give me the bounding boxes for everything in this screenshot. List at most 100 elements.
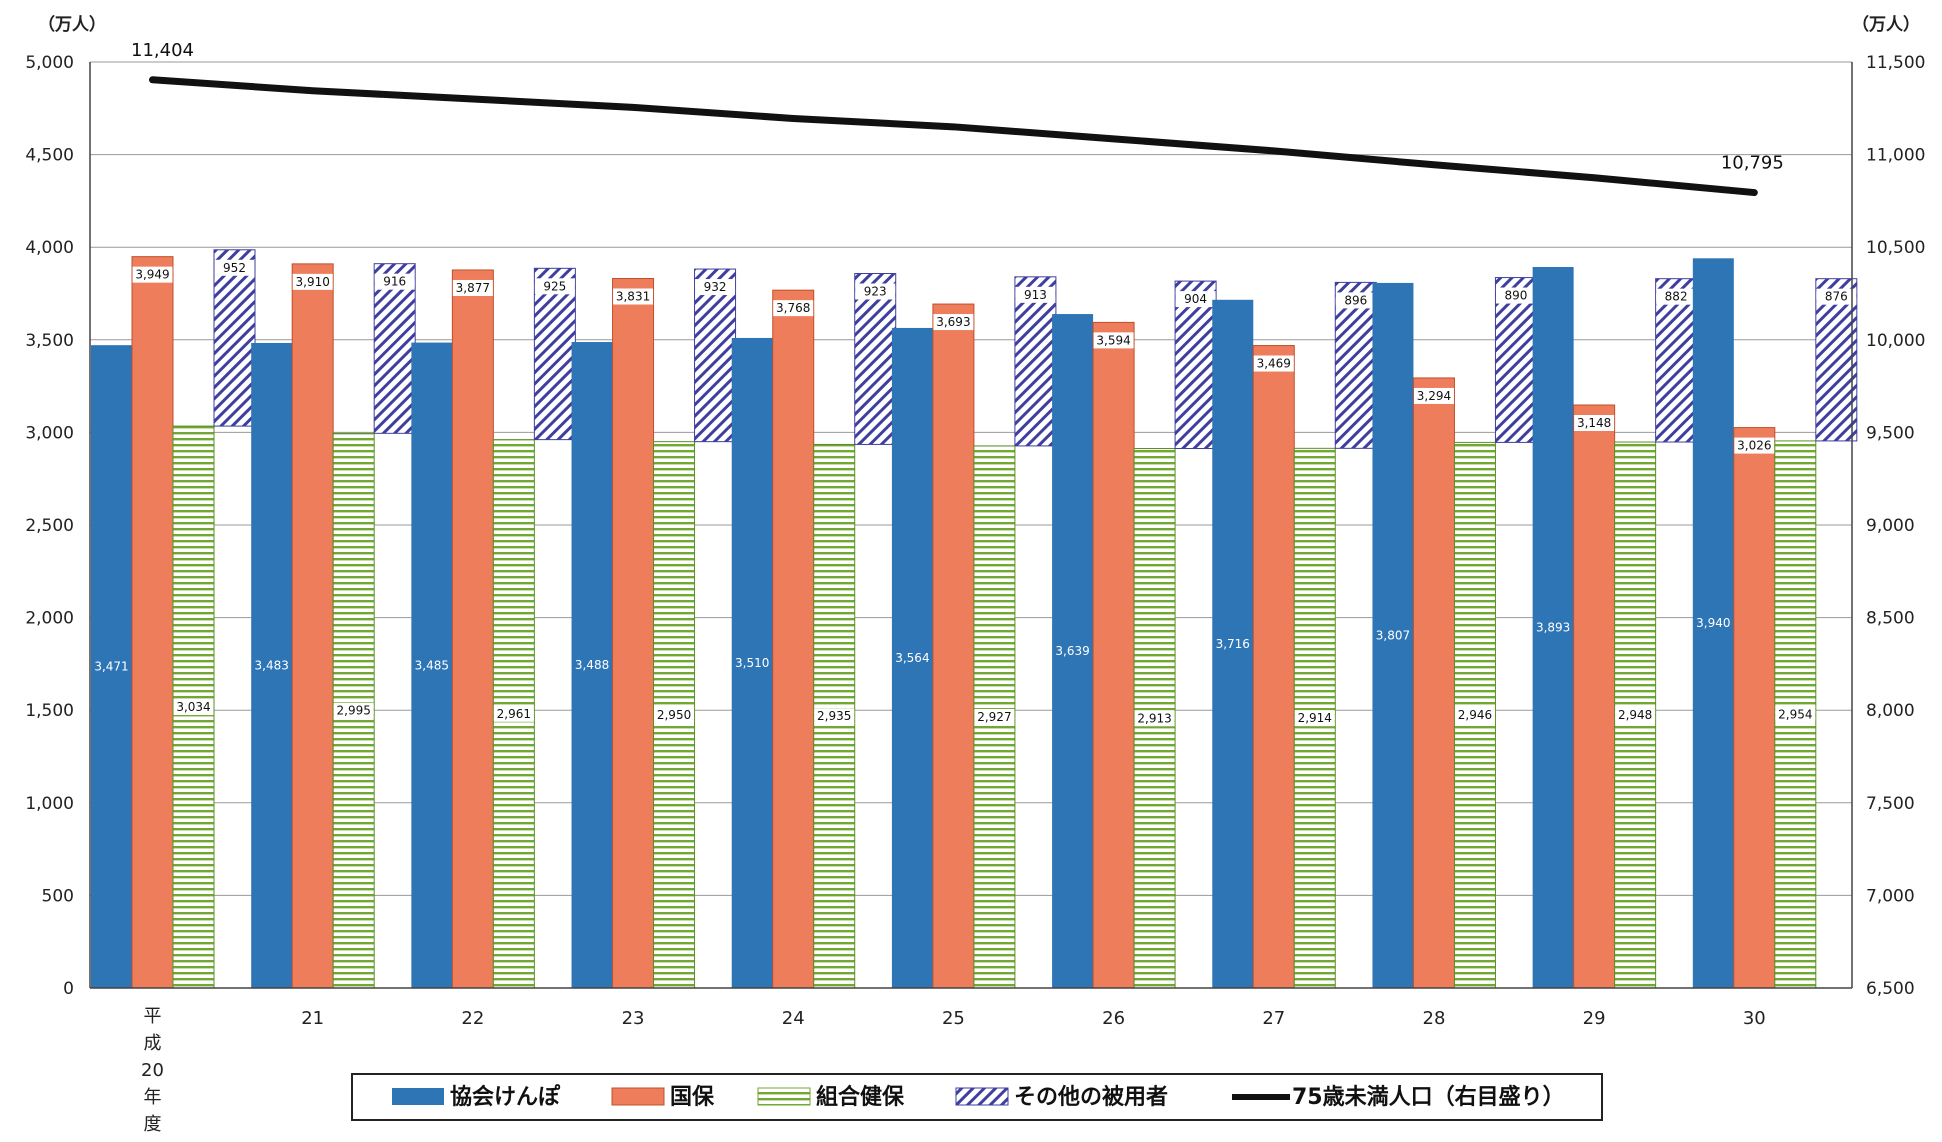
data-label: 3,768 xyxy=(776,301,810,315)
y2-tick-label: 9,000 xyxy=(1866,516,1915,536)
x-tick-label: 度 xyxy=(144,1114,162,1135)
data-label: 2,961 xyxy=(497,707,531,721)
y-tick-label: 5,000 xyxy=(25,53,74,73)
data-label: 3,639 xyxy=(1055,644,1089,658)
data-label: 3,831 xyxy=(616,289,650,303)
bar-kyokai xyxy=(571,342,613,988)
data-label: 3,893 xyxy=(1536,621,1570,635)
x-tick-label: 27 xyxy=(1262,1008,1285,1029)
data-label-bg xyxy=(214,259,255,276)
bar-kokuho xyxy=(451,269,494,989)
bar-kokuho xyxy=(1573,404,1616,989)
bar-other xyxy=(1494,277,1537,443)
y-tick-label: 500 xyxy=(42,886,74,906)
y-tick-label: 2,500 xyxy=(25,516,74,536)
data-label-bg xyxy=(1495,287,1536,304)
bar-kokuho xyxy=(612,277,655,989)
left-axis-unit: （万人） xyxy=(38,14,106,35)
data-label: 3,807 xyxy=(1376,628,1410,642)
bar-kyokai xyxy=(1212,299,1254,988)
data-label: 913 xyxy=(1024,288,1047,302)
bar-kyokai xyxy=(1692,258,1734,988)
data-label: 3,483 xyxy=(255,658,289,672)
data-label: 3,510 xyxy=(735,656,769,670)
data-label: 3,488 xyxy=(575,658,609,672)
bar-kyokai xyxy=(891,327,933,988)
population-line-path xyxy=(149,76,1758,197)
data-label-bg xyxy=(613,288,654,305)
bar-kokuho xyxy=(291,263,334,989)
bar-kokuho xyxy=(1733,427,1776,989)
data-label-bg xyxy=(933,314,974,331)
data-label-bg xyxy=(1134,710,1175,727)
bar-kyokai xyxy=(1052,314,1094,988)
y-tick-label: 1,500 xyxy=(25,701,74,721)
data-label: 2,948 xyxy=(1618,708,1652,722)
data-label: 3,716 xyxy=(1216,637,1250,651)
x-tick-label: 26 xyxy=(1102,1008,1125,1029)
data-label-bg xyxy=(814,708,855,725)
data-label-bg xyxy=(493,705,534,722)
data-label: 890 xyxy=(1505,289,1528,303)
data-label: 3,485 xyxy=(415,658,449,672)
data-label-bg xyxy=(1656,288,1697,305)
data-label-bg xyxy=(452,279,493,296)
data-label: 2,950 xyxy=(657,708,691,722)
axes: 0 500 1,000 1,500 2,000 2,500 3,000 3,500 4,000 4… xyxy=(25,53,1925,1135)
bars: 3,471 3,949 3,034 952 3,483 3,910 2,995 916 3,48… xyxy=(91,249,1858,989)
bar-kokuho xyxy=(772,289,815,989)
data-label: 3,877 xyxy=(456,281,490,295)
data-label-bg xyxy=(1574,414,1615,431)
data-label: 3,469 xyxy=(1257,357,1291,371)
population-line: 11,404 10,795 xyxy=(131,40,1784,197)
bar-other xyxy=(694,268,737,443)
data-label-bg xyxy=(534,278,575,295)
bar-other xyxy=(213,249,256,427)
data-label: 3,148 xyxy=(1577,416,1611,430)
data-label-bg xyxy=(1253,355,1294,372)
bar-other xyxy=(854,272,897,445)
data-label: 2,935 xyxy=(817,709,851,723)
data-label: 952 xyxy=(223,261,246,275)
y2-tick-label: 7,500 xyxy=(1866,794,1915,814)
y-tick-label: 3,000 xyxy=(25,423,74,443)
data-label: 2,927 xyxy=(977,710,1011,724)
y2-tick-label: 8,000 xyxy=(1866,701,1915,721)
x-tick-label: 20 xyxy=(141,1060,164,1081)
legend-label-kyokai: 協会けんぽ xyxy=(450,1084,561,1110)
data-label-bg xyxy=(654,706,695,723)
x-tick-label: 30 xyxy=(1743,1008,1766,1029)
legend-label-other: その他の被用者 xyxy=(1014,1085,1168,1110)
legend-label-kumiai: 組合健保 xyxy=(816,1084,905,1110)
bar-kokuho xyxy=(131,256,174,989)
data-label-bg xyxy=(1454,707,1495,724)
data-label-bg xyxy=(333,702,374,719)
data-label: 2,954 xyxy=(1778,707,1812,721)
x-tick-label: 23 xyxy=(622,1008,645,1029)
y-tick-label: 3,500 xyxy=(25,331,74,351)
data-label-bg xyxy=(1413,387,1454,404)
data-label: 2,995 xyxy=(337,704,371,718)
bar-other xyxy=(533,267,576,441)
bar-kyokai xyxy=(731,337,773,988)
data-label: 3,910 xyxy=(296,275,330,289)
x-tick-label: 年 xyxy=(144,1087,162,1108)
bar-other xyxy=(1174,280,1217,450)
y-tick-label: 4,500 xyxy=(25,146,74,166)
data-label-bg xyxy=(1615,707,1656,724)
data-label: 3,594 xyxy=(1096,333,1130,347)
data-label-bg xyxy=(132,266,173,283)
data-label: 3,471 xyxy=(94,660,128,674)
x-tick-label: 成 xyxy=(144,1033,162,1054)
data-label-bg xyxy=(173,699,214,716)
y2-tick-label: 10,500 xyxy=(1866,238,1925,258)
data-label: 3,034 xyxy=(176,700,210,714)
data-label: 882 xyxy=(1665,290,1688,304)
data-label-bg xyxy=(1816,288,1857,305)
x-tick-label: 平 xyxy=(144,1006,162,1027)
data-label: 876 xyxy=(1825,290,1848,304)
data-label-bg xyxy=(1294,710,1335,727)
data-label: 2,913 xyxy=(1137,711,1171,725)
x-tick-label: 29 xyxy=(1583,1008,1606,1029)
data-label: 3,693 xyxy=(936,315,970,329)
